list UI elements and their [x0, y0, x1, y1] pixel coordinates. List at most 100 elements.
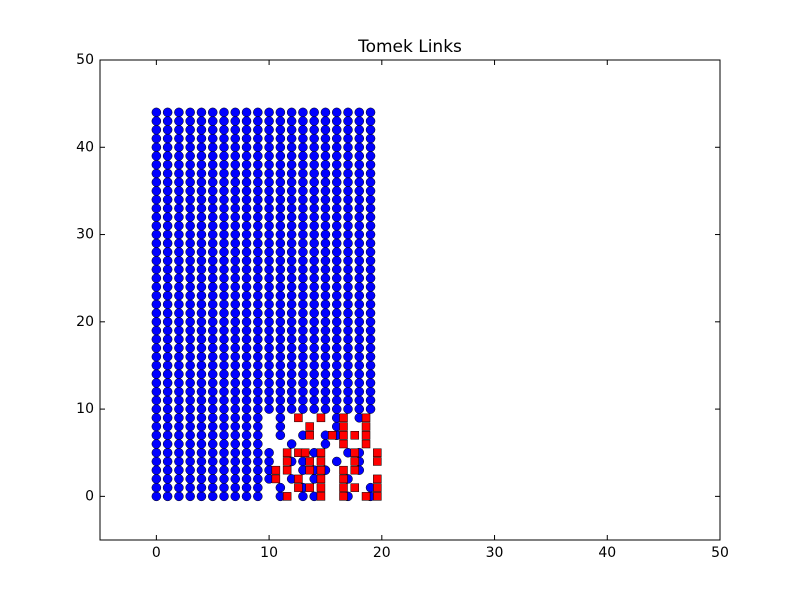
circle-marker	[354, 168, 365, 179]
circle-marker	[343, 369, 353, 379]
circle-marker	[151, 194, 162, 205]
circle-marker	[174, 325, 184, 336]
circle-marker	[241, 413, 252, 423]
circle-marker	[162, 334, 173, 345]
circle-marker	[343, 177, 353, 187]
circle-marker	[196, 334, 207, 345]
circle-marker	[174, 107, 184, 118]
circle-marker	[264, 116, 274, 126]
circle-marker	[241, 203, 252, 214]
circle-marker	[196, 282, 207, 292]
circle-marker	[230, 168, 241, 179]
circle-marker	[253, 317, 263, 327]
circle-marker	[331, 142, 342, 153]
circle-marker	[174, 264, 184, 275]
circle-marker	[343, 212, 353, 222]
circle-marker	[331, 203, 342, 214]
circle-marker	[151, 404, 162, 414]
circle-marker	[207, 421, 218, 432]
circle-marker	[365, 378, 376, 388]
circle-marker	[241, 482, 252, 493]
circle-marker	[309, 177, 319, 187]
circle-marker	[207, 177, 218, 187]
circle-marker	[264, 343, 274, 353]
circle-marker	[219, 360, 229, 371]
circle-marker	[185, 177, 195, 187]
circle-marker	[264, 247, 274, 257]
circle-marker	[230, 386, 241, 397]
circle-marker	[196, 142, 207, 153]
circle-marker	[174, 255, 184, 266]
circle-marker	[309, 159, 319, 170]
circle-marker	[253, 221, 263, 231]
circle-marker	[365, 308, 376, 318]
circle-marker	[151, 386, 162, 397]
circle-marker	[320, 439, 331, 449]
circle-marker	[230, 308, 241, 318]
circle-marker	[174, 142, 184, 153]
circle-marker	[196, 343, 207, 353]
circle-marker	[298, 282, 308, 292]
circle-marker	[162, 430, 173, 441]
circle-marker	[275, 125, 286, 135]
circle-marker	[241, 133, 252, 144]
circle-marker	[185, 133, 195, 144]
circle-marker	[343, 125, 353, 135]
circle-marker	[309, 325, 319, 336]
circle-marker	[264, 142, 274, 153]
circle-marker	[230, 325, 241, 336]
circle-marker	[219, 491, 229, 502]
circle-marker	[253, 212, 263, 222]
circle-marker	[162, 194, 173, 205]
circle-marker	[241, 125, 252, 135]
circle-marker	[230, 151, 241, 161]
circle-marker	[253, 386, 263, 397]
circle-marker	[343, 378, 353, 388]
circle-marker	[309, 221, 319, 231]
y-tick-label: 10	[76, 401, 94, 417]
circle-marker	[320, 334, 331, 345]
circle-marker	[185, 264, 195, 275]
circle-marker	[162, 491, 173, 502]
circle-marker	[331, 229, 342, 240]
circle-marker	[174, 386, 184, 397]
circle-marker	[207, 369, 218, 379]
circle-marker	[275, 343, 286, 353]
circle-marker	[230, 395, 241, 406]
circle-marker	[286, 439, 297, 449]
circle-marker	[264, 186, 274, 196]
plot-area	[151, 107, 382, 502]
circle-marker	[207, 386, 218, 397]
circle-marker	[253, 360, 263, 371]
circle-marker	[331, 247, 342, 257]
circle-marker	[241, 282, 252, 292]
circle-marker	[174, 491, 184, 502]
square-marker	[339, 422, 348, 431]
circle-marker	[219, 369, 229, 379]
circle-marker	[309, 203, 319, 214]
circle-marker	[365, 325, 376, 336]
circle-marker	[286, 299, 297, 310]
circle-marker	[253, 133, 263, 144]
circle-marker	[365, 186, 376, 196]
circle-marker	[343, 194, 353, 205]
circle-marker	[162, 168, 173, 179]
circle-marker	[253, 151, 263, 161]
circle-marker	[196, 404, 207, 414]
square-marker	[282, 492, 292, 501]
circle-marker	[230, 343, 241, 353]
circle-marker	[298, 308, 308, 318]
circle-marker	[365, 212, 376, 222]
circle-marker	[309, 395, 319, 406]
circle-marker	[196, 447, 207, 458]
circle-marker	[230, 159, 241, 170]
x-tick-label: 20	[373, 545, 391, 561]
circle-marker	[151, 177, 162, 187]
circle-marker	[354, 264, 365, 275]
circle-marker	[185, 125, 195, 135]
circle-marker	[207, 474, 218, 484]
circle-marker	[230, 430, 241, 441]
circle-marker	[309, 255, 319, 266]
circle-marker	[331, 177, 342, 187]
circle-marker	[162, 116, 173, 126]
